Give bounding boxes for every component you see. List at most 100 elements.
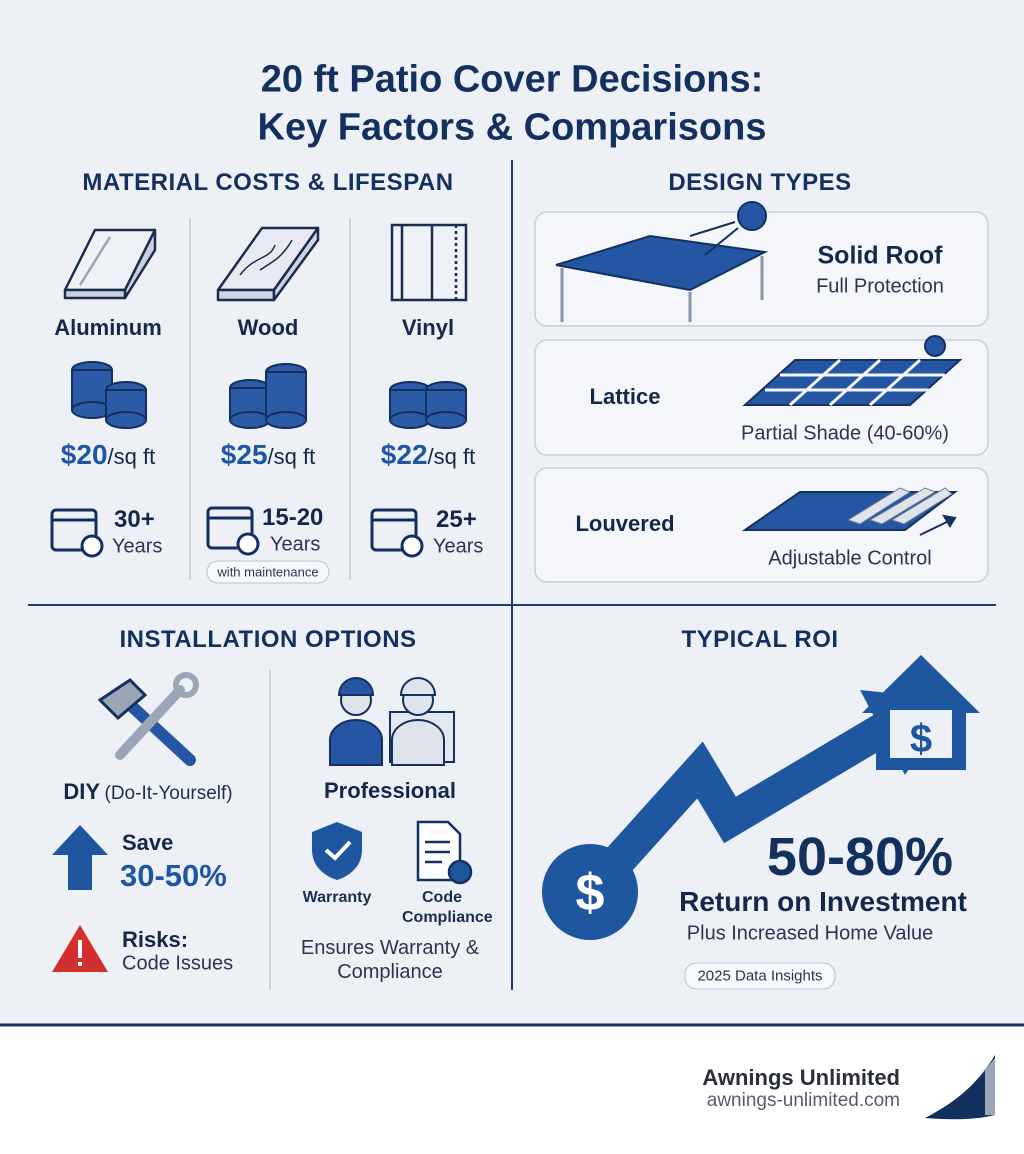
pro-title: Professional: [323, 778, 457, 803]
title: Key Factors & Comparisons: [257, 106, 767, 149]
icon-part: [239, 239, 293, 276]
price-unit: /sq ft: [427, 444, 476, 469]
lattice-icon: [742, 335, 963, 407]
data-badge: 2025 Data Insights: [684, 962, 836, 990]
lifespan: 25+: [436, 505, 477, 533]
icon-part: [868, 487, 937, 525]
lifespan-unit: Years: [112, 535, 163, 558]
lifespan: 30+: [114, 505, 155, 533]
diy-title: DIY (Do-It-Yourself): [63, 779, 232, 805]
design-desc: Partial Shade (40-60%): [741, 422, 949, 445]
badge-label: Warranty: [302, 889, 372, 906]
icon-part: [846, 487, 953, 525]
design-name: Solid Roof: [817, 241, 943, 270]
brand: Awnings Unlimited: [702, 1065, 900, 1090]
icon-part: [80, 534, 104, 558]
footer-band: [0, 1025, 1024, 1154]
section-heading: MATERIAL COSTS & LIFESPAN: [82, 169, 454, 196]
icon-part: [942, 514, 957, 528]
icon-part: [597, 710, 899, 882]
icon-part: $: [910, 717, 932, 761]
shield-icon: [312, 822, 362, 880]
price-value: $22: [380, 439, 428, 470]
brand-url: awnings-unlimited.com: [706, 1090, 900, 1111]
vinyl-icon: [390, 223, 468, 302]
icon-part: [119, 694, 196, 766]
icon-part: [389, 411, 431, 429]
icon-part: [846, 487, 912, 525]
risk-text: Code Issues: [122, 952, 234, 975]
material-name: Aluminum: [54, 315, 162, 340]
icon-part: [370, 508, 418, 552]
diy-subtitle: (Do-It-Yourself): [104, 783, 233, 804]
risk-label: Risks:: [122, 927, 189, 952]
roi-value: 50-80%: [766, 827, 954, 887]
design-name: Louvered: [575, 511, 675, 536]
icon-part: [391, 719, 445, 766]
icon-part: [737, 201, 767, 231]
document-icon: [416, 820, 473, 885]
icon-part: [868, 358, 922, 407]
lifespan-unit: Years: [433, 535, 484, 558]
note-pill: with maintenance: [206, 560, 330, 584]
design-desc: Adjustable Control: [768, 547, 932, 570]
icon-part: [324, 840, 352, 861]
icon-part: [78, 962, 82, 966]
section-heading: TYPICAL ROI: [681, 626, 839, 653]
save-arrow: [52, 825, 108, 890]
icon-part: [337, 677, 375, 696]
icon-part: [272, 226, 320, 302]
icon-part: [216, 288, 276, 302]
price-unit: /sq ft: [267, 444, 316, 469]
roi-sub: Plus Increased Home Value: [686, 922, 934, 945]
roi-graphic: $ $: [542, 655, 980, 940]
icon-part: [206, 506, 254, 550]
diy-label: DIY: [63, 779, 101, 804]
coins-icon: [71, 361, 467, 429]
icon-part: [765, 358, 945, 407]
design-name: Lattice: [589, 384, 661, 409]
icon-part: [425, 411, 467, 429]
price-unit: /sq ft: [107, 444, 156, 469]
section-heading: INSTALLATION OPTIONS: [119, 626, 417, 653]
icon-part: [447, 859, 473, 885]
icon-part: [689, 221, 736, 237]
price: $25/sq ft: [221, 439, 315, 471]
design-desc: Full Protection: [816, 275, 944, 298]
icon-part: [229, 411, 271, 429]
section-heading: DESIGN TYPES: [668, 169, 852, 196]
save-value: 30-50%: [120, 858, 227, 893]
icon-part: [890, 710, 952, 758]
price-value: $20: [60, 439, 108, 470]
icon-part: [78, 940, 82, 958]
icon-part: [925, 1055, 995, 1120]
icon-part: [828, 358, 882, 407]
icon-part: [97, 678, 148, 721]
price: $20/sq ft: [61, 439, 155, 471]
icon-part: [105, 411, 147, 429]
lifespan-unit: Years: [270, 533, 321, 556]
icon-part: [704, 227, 739, 256]
icon-part: [542, 844, 638, 940]
calendar-icon: [50, 506, 424, 558]
tools-icon: [97, 672, 199, 766]
icon-part: [924, 335, 946, 357]
icon-part: [115, 685, 185, 760]
louvered-icon: [741, 487, 958, 536]
logo-icon: [925, 1055, 995, 1120]
material-name: Vinyl: [401, 315, 455, 340]
icon-part: [236, 532, 260, 556]
icon-part: [265, 411, 307, 429]
roi-label: Return on Investment: [679, 886, 967, 917]
icon-part: [890, 487, 953, 525]
icon-part: [173, 672, 199, 698]
save-label: Save: [122, 830, 174, 855]
icon-part: $: [576, 864, 605, 922]
icon-part: [78, 236, 112, 286]
badge-label: Code Compliance: [402, 889, 493, 926]
material-name: Wood: [237, 315, 299, 340]
icon-part: [400, 534, 424, 558]
